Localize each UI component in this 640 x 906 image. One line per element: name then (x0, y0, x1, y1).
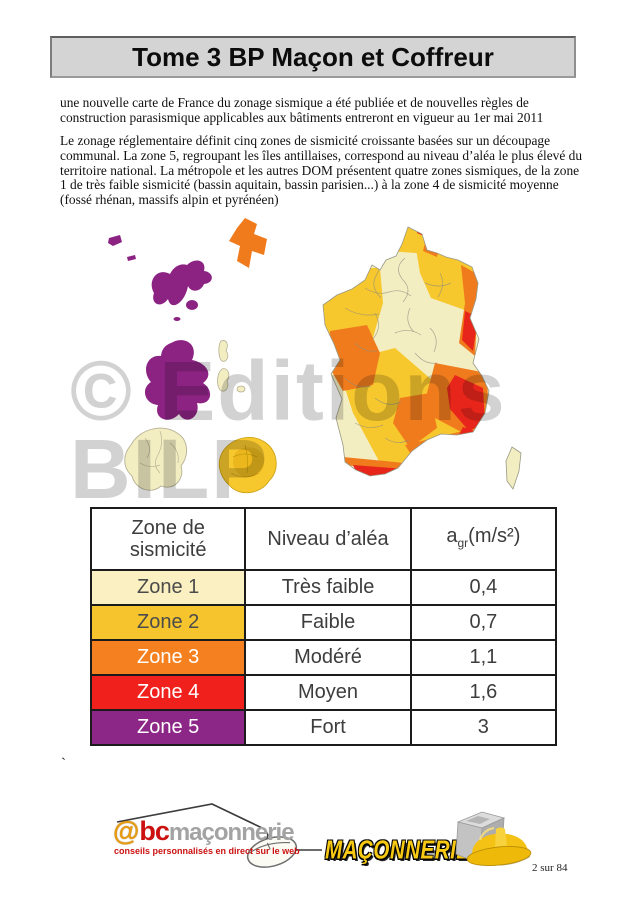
martinique-island (144, 340, 211, 420)
table-row: Zone 2 Faible 0,7 (89, 604, 558, 641)
seismic-map-of-france (75, 213, 585, 509)
paragraph-zonage: Le zonage réglementaire définit cinq zon… (60, 133, 583, 207)
zone-cell-3: Zone 3 (89, 639, 247, 676)
page-title: Tome 3 BP Maçon et Coffreur (132, 41, 494, 72)
guadeloupe-island (151, 260, 212, 321)
title-banner: Tome 3 BP Maçon et Coffreur (50, 36, 576, 78)
agr-cell-4: 1,6 (409, 674, 558, 711)
hardhat-and-block-icon (452, 806, 538, 868)
saint-martin-island (108, 235, 136, 261)
table-row: Zone 3 Modéré 1,1 (89, 639, 558, 676)
table-header-row: Zone de sismicité Niveau d’aléa agr(m/s²… (89, 507, 558, 571)
seismic-zones-table: Zone de sismicité Niveau d’aléa agr(m/s²… (89, 507, 558, 746)
header-agr: agr(m/s²) (409, 507, 558, 571)
niveau-cell-3: Modéré (244, 639, 412, 676)
abc-logo-wordmark: @bcmaçonnerie (113, 816, 295, 846)
at-sign-glyph: @ (113, 816, 140, 846)
table-row: Zone 5 Fort 3 (89, 709, 558, 746)
agr-cell-2: 0,7 (409, 604, 558, 641)
agr-cell-3: 1,1 (409, 639, 558, 676)
paragraph-intro: une nouvelle carte de France du zonage s… (60, 95, 544, 125)
hardhat-icon (466, 826, 532, 866)
reunion-island (218, 437, 277, 494)
header-niveau: Niveau d’aléa (244, 507, 412, 571)
niveau-cell-5: Fort (244, 709, 412, 746)
saint-pierre-et-miquelon-islands (217, 340, 246, 393)
corsica-island (505, 446, 522, 490)
maconnerie-brand-wordmark: MAÇONNERIE (325, 836, 471, 865)
table-row: Zone 1 Très faible 0,4 (89, 569, 558, 606)
zone-cell-2: Zone 2 (89, 604, 247, 641)
zone-cell-5: Zone 5 (89, 709, 247, 746)
mouse-and-roof-icon (116, 803, 322, 868)
stray-character: ` (61, 756, 66, 772)
zone-cell-4: Zone 4 (89, 674, 247, 711)
agr-cell-5: 3 (409, 709, 558, 746)
niveau-cell-4: Moyen (244, 674, 412, 711)
mayotte-island (229, 218, 267, 268)
agr-cell-1: 0,4 (409, 569, 558, 606)
abc-logo-tagline: conseils personnalisés en direct sur le … (114, 846, 300, 856)
header-zone: Zone de sismicité (89, 507, 247, 571)
table-row: Zone 4 Moyen 1,6 (89, 674, 558, 711)
niveau-cell-2: Faible (244, 604, 412, 641)
zone-cell-1: Zone 1 (89, 569, 247, 606)
abc-maconnerie-logo: @bcmaçonnerie conseils personnalisés en … (110, 800, 325, 872)
france-mainland (322, 226, 490, 477)
department-borders (344, 247, 452, 443)
guyane-territory (124, 427, 187, 491)
page-number: 2 sur 84 (532, 862, 568, 874)
niveau-cell-1: Très faible (244, 569, 412, 606)
